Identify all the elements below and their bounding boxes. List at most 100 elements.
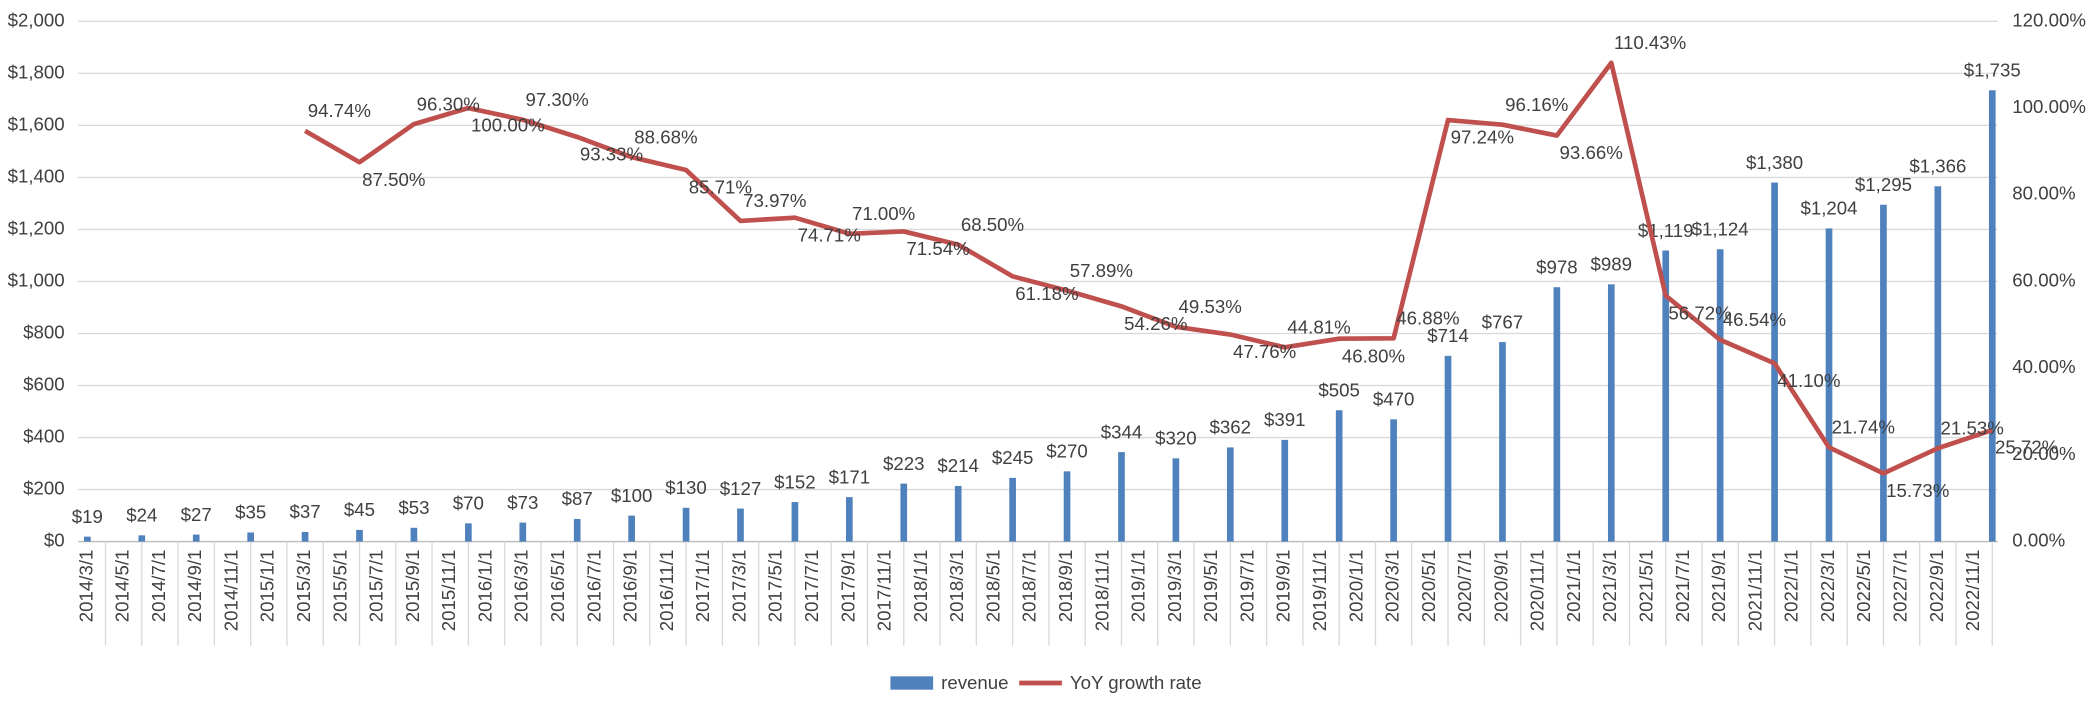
x-tick-label: 2020/3/1 — [1382, 550, 1403, 623]
x-tick-label: 2015/7/1 — [366, 550, 387, 623]
bar-value-label: $1,380 — [1746, 152, 1803, 173]
x-tick-label: 2017/1/1 — [692, 550, 713, 623]
x-tick-label: 2014/9/1 — [184, 550, 205, 623]
y2-tick-label: 0.00% — [2012, 530, 2065, 551]
y-tick-label: $1,000 — [8, 269, 65, 290]
x-tick-label: 2018/5/1 — [982, 550, 1003, 623]
line-value-label: 93.33% — [580, 144, 643, 165]
legend-label: revenue — [941, 672, 1008, 693]
line-value-label: 21.53% — [1941, 418, 2004, 439]
bar — [1009, 477, 1016, 542]
bar — [573, 518, 581, 542]
bar — [1118, 452, 1125, 542]
bar — [1226, 447, 1234, 542]
line-value-label: 56.72% — [1668, 302, 1731, 323]
x-tick-label: 2017/5/1 — [765, 550, 786, 623]
bar — [1934, 186, 1942, 542]
line-value-label: 44.81% — [1287, 317, 1350, 338]
bar-value-label: $27 — [181, 504, 212, 525]
x-tick-label: 2019/7/1 — [1236, 550, 1257, 623]
line-value-label: 100.00% — [471, 115, 545, 136]
bar-value-label: $37 — [290, 501, 321, 522]
line-value-label: 46.54% — [1723, 309, 1786, 330]
x-tick-label: 2015/11/1 — [438, 550, 459, 632]
x-tick-label: 2016/7/1 — [583, 550, 604, 623]
bar-value-label: $45 — [344, 499, 375, 520]
bar — [519, 522, 527, 542]
y-tick-label: $1,400 — [8, 165, 65, 186]
bar — [356, 529, 363, 542]
bar-value-label: $470 — [1373, 389, 1415, 410]
x-tick-label: 2017/9/1 — [837, 550, 858, 623]
bar-value-label: $391 — [1264, 409, 1306, 430]
bar — [138, 535, 146, 542]
y2-tick-label: 20.00% — [2012, 443, 2075, 464]
bar-value-label: $87 — [562, 488, 593, 509]
line-value-label: 88.68% — [634, 126, 697, 147]
x-tick-label: 2020/9/1 — [1490, 550, 1511, 623]
bar-value-label: $245 — [992, 447, 1034, 468]
line-value-label: 96.16% — [1505, 94, 1568, 115]
y-tick-label: $600 — [23, 373, 65, 394]
bar-value-label: $127 — [720, 478, 762, 499]
line — [303, 60, 1994, 476]
line-value-label: 68.50% — [961, 214, 1024, 235]
x-tick-label: 2014/3/1 — [75, 550, 96, 623]
x-tick-label: 2019/11/1 — [1309, 550, 1330, 632]
bar — [1172, 458, 1180, 542]
line-value-label: 46.80% — [1342, 345, 1405, 366]
x-tick-label: 2016/1/1 — [474, 550, 495, 623]
x-tick-label: 2017/7/1 — [801, 550, 822, 623]
bar — [1335, 410, 1343, 542]
x-tick-label: 2017/3/1 — [728, 550, 749, 623]
line-value-label: 96.30% — [417, 93, 480, 114]
legend-swatch — [890, 676, 934, 690]
x-tick-label: 2017/11/1 — [874, 550, 895, 632]
bar — [410, 527, 418, 542]
line-value-label: 15.73% — [1886, 480, 1949, 501]
bar — [192, 534, 200, 542]
bar-value-label: $223 — [883, 453, 925, 474]
line-value-label: 46.88% — [1396, 308, 1459, 329]
bar — [84, 536, 91, 542]
x-tick-label: 2021/1/1 — [1563, 550, 1584, 623]
line-value-label: 61.18% — [1015, 283, 1078, 304]
bar-value-label: $270 — [1046, 441, 1088, 462]
bar — [846, 497, 853, 542]
x-tick-label: 2016/3/1 — [511, 550, 532, 623]
bar — [954, 485, 962, 542]
bar — [1499, 342, 1506, 542]
y2-tick-label: 40.00% — [2012, 356, 2075, 377]
x-tick-label: 2022/5/1 — [1853, 550, 1874, 623]
line-value-label: 110.43% — [1614, 32, 1686, 53]
line-value-label: 71.54% — [906, 238, 969, 259]
bar — [247, 532, 254, 542]
y-tick-label: $200 — [23, 478, 65, 499]
line-value-label: 94.74% — [308, 100, 371, 121]
line-value-label: 93.66% — [1560, 142, 1623, 163]
y-tick-label: $1,200 — [8, 217, 65, 238]
line-value-label: 87.50% — [362, 169, 425, 190]
line-value-label: 73.97% — [743, 190, 806, 211]
bar-value-label: $714 — [1427, 325, 1469, 346]
bar — [1281, 439, 1289, 542]
line-value-label: 97.30% — [525, 89, 588, 110]
line-value-label: 41.10% — [1777, 370, 1840, 391]
bar — [628, 515, 635, 542]
x-tick-label: 2015/3/1 — [293, 550, 314, 623]
bar-value-label: $1,295 — [1855, 174, 1912, 195]
bar-value-label: $19 — [72, 506, 103, 527]
line-value-label: 85.71% — [689, 177, 752, 198]
bar — [1607, 284, 1615, 542]
bar — [1825, 228, 1833, 542]
line-value-label: 71.00% — [852, 203, 915, 224]
bar — [1390, 419, 1397, 542]
bar — [737, 508, 744, 542]
y2-tick-label: 80.00% — [2012, 183, 2075, 204]
bar — [1063, 471, 1071, 542]
bar-value-label: $214 — [937, 455, 979, 476]
y-tick-label: $1,800 — [8, 61, 65, 82]
bar — [791, 502, 799, 542]
bar-value-label: $73 — [507, 492, 538, 513]
